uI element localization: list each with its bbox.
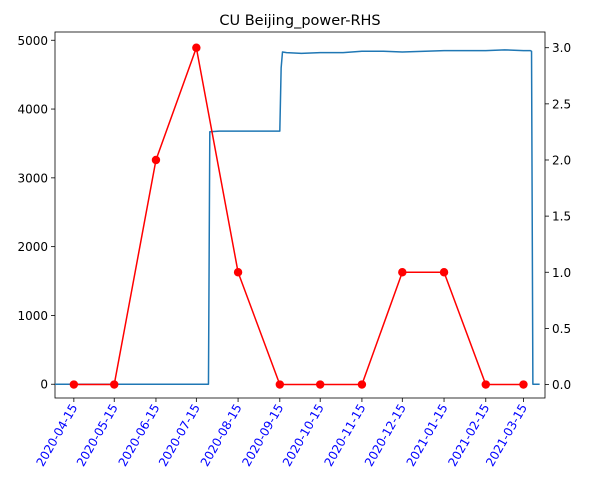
right-tick-label: 1.5	[552, 210, 571, 224]
data-point	[315, 380, 325, 389]
right-tick-label: 0.5	[552, 322, 571, 336]
x-tick-label: 2021-01-15	[404, 402, 451, 469]
right-tick-label: 1.0	[552, 266, 571, 280]
x-tick-label: 2020-07-15	[156, 402, 203, 469]
right-tick-label: 2.0	[552, 153, 571, 167]
right-tick-label: 2.5	[552, 97, 571, 111]
data-point	[357, 380, 367, 389]
plot-frame	[54, 31, 546, 399]
data-point	[519, 380, 528, 389]
data-point	[110, 380, 119, 389]
data-point	[275, 380, 285, 389]
right-tick-label: 0.0	[552, 378, 571, 392]
data-point	[192, 43, 201, 52]
chart-title: CU Beijing_power-RHS	[219, 13, 380, 29]
data-point	[233, 268, 243, 277]
right-series-line	[73, 46, 524, 386]
left-series-layer	[55, 49, 540, 385]
left-tick-label: 5000	[17, 34, 48, 48]
left-tick-label: 4000	[17, 103, 48, 117]
left-series-line	[55, 49, 540, 385]
x-tick-label: 2020-08-15	[198, 402, 245, 469]
data-point	[398, 268, 407, 277]
x-tick-label: 2020-09-15	[239, 402, 286, 469]
data-point	[481, 380, 490, 389]
left-tick-label: 0	[40, 378, 48, 392]
x-tick-label: 2020-11-15	[322, 401, 369, 468]
x-tick-label: 2020-06-15	[116, 401, 163, 468]
bottom-axis: 2020-04-152020-05-152020-06-152020-07-15…	[33, 398, 530, 469]
left-tick-label: 3000	[17, 171, 48, 185]
data-point	[151, 155, 161, 165]
left-tick-label: 2000	[17, 240, 48, 254]
x-tick-label: 2020-10-15	[280, 401, 327, 468]
left-axis: 0 1000 2000 3000 4000 5000	[17, 34, 55, 392]
x-tick-label: 2020-05-15	[74, 401, 121, 468]
data-point	[69, 380, 79, 389]
right-axis: 0.0 0.5 1.0 1.5 2.0 2.5 3.0	[545, 41, 571, 392]
x-tick-label: 2020-12-15	[362, 402, 409, 469]
data-point	[439, 268, 449, 277]
left-tick-label: 1000	[17, 309, 48, 323]
right-tick-label: 3.0	[552, 41, 571, 55]
right-series-layer	[69, 43, 528, 389]
x-tick-label: 2020-04-15	[33, 402, 80, 469]
